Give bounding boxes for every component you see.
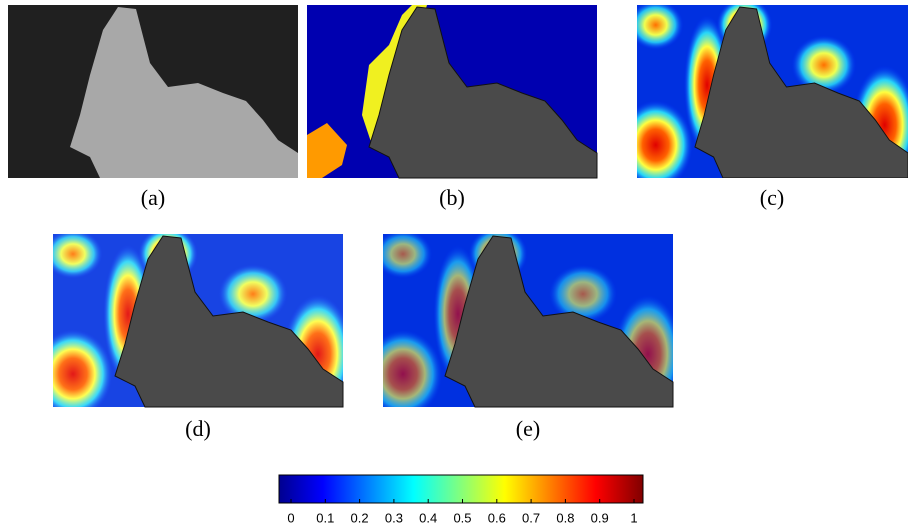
panel-image (53, 234, 344, 408)
panel-label: (a) (141, 185, 165, 210)
panel-label: (d) (185, 416, 211, 441)
tick-label: 0.9 (591, 510, 609, 525)
panel-image (8, 5, 298, 178)
tick-label: 0.6 (488, 510, 506, 525)
tick-label: 0.2 (351, 510, 369, 525)
region (307, 123, 347, 178)
tick-label: 0 (287, 510, 294, 525)
tick-label: 0.1 (316, 510, 334, 525)
tick-label: 1 (630, 510, 637, 525)
panel-image (637, 5, 908, 178)
tick-label: 0.5 (453, 510, 471, 525)
panel-image (383, 234, 674, 408)
panel-label: (b) (439, 185, 465, 210)
tick-label: 0.4 (419, 510, 437, 525)
heatmap (637, 5, 908, 178)
panel-label: (e) (516, 416, 540, 441)
panel-image (307, 5, 598, 179)
panel-label: (c) (760, 185, 784, 210)
tick-label: 0.7 (522, 510, 540, 525)
colorbar (278, 474, 644, 504)
tick-label: 0.3 (385, 510, 403, 525)
tick-label: 0.8 (556, 510, 574, 525)
